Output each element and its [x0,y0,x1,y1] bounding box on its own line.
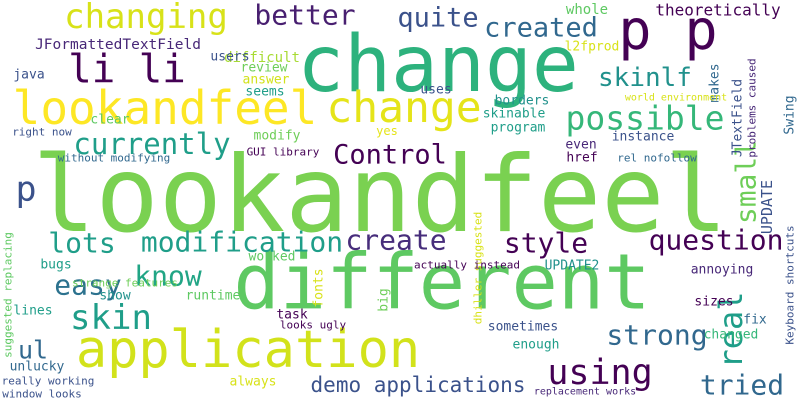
word: strong [606,319,707,352]
word: replacement works [534,387,636,398]
word: change [326,83,481,133]
word: java [13,68,44,83]
word: UPDATE [758,180,776,234]
word: instance [612,130,675,145]
word: enough [513,338,560,353]
word: runtime [186,289,241,304]
word: theoretically [655,1,781,20]
word: problems caused [746,58,759,157]
word: changed [704,328,759,343]
word: lines [13,304,52,319]
word: modification [141,226,343,259]
word: whole [566,2,608,18]
word: always [230,375,277,390]
word: rel nofollow [617,152,697,165]
word: show [99,289,130,304]
word: different [233,239,650,328]
word: currently [73,127,230,161]
word: right now [12,126,72,139]
word: changing [64,0,228,37]
word: l2fprod [565,40,620,55]
word: Swing [783,95,798,134]
word: sizes [694,295,733,310]
word: better [254,0,355,32]
word: Keyboard shortcuts [784,225,797,344]
word: href [566,151,597,166]
word: modify [254,129,301,144]
word: fix [743,313,767,328]
word: skinable [483,107,546,122]
word: Control [333,140,447,171]
word: users [210,50,249,65]
word: demo applications [311,373,526,397]
word: skinlf [598,63,692,93]
word: using [547,353,652,393]
word: style [504,227,588,260]
word: seems [245,85,284,100]
word: uses [420,83,451,98]
word: GUI library [247,146,320,159]
word: program [491,121,546,136]
word: JFormattedTextField [35,37,201,53]
word: borders [495,94,550,109]
word: dhiller suggested [472,212,485,325]
word: ul [18,336,48,365]
word: change [297,20,579,110]
word: clear [90,113,129,128]
word: small [730,140,763,224]
word: created [484,13,598,44]
word: yes [376,124,398,138]
word: without modifying [58,152,171,165]
word: lookandfeel [13,81,318,135]
word: looks ugly [280,319,347,332]
word: window looks [2,388,81,400]
word: annoying [691,263,754,278]
word: application [76,320,420,380]
word: world environment [625,93,727,104]
word: skin [70,298,152,338]
word: sometimes [488,320,558,335]
word: li li [68,48,185,93]
word: task [276,308,307,323]
word: big [377,288,392,311]
word: possible [566,99,725,138]
word: suggested replacing [2,232,15,358]
word: answer [243,73,290,88]
word: review [241,61,288,76]
word: know [134,260,202,293]
word: quite [397,3,478,34]
word: fonts [312,268,327,307]
word: actually instead [414,259,520,272]
word: question [649,224,784,257]
word: lookandfeel [32,134,727,256]
word: worked [249,250,296,265]
word: create [345,224,446,257]
word: really working [2,375,95,388]
word: even [565,138,596,153]
word: p p [618,0,717,62]
word: easy [54,269,121,302]
word: real [712,291,750,368]
word: unlucky [10,360,65,375]
word: difficult [224,50,300,66]
word: strange features [72,277,178,290]
word: makes [708,63,723,102]
word: bugs [40,258,71,273]
word: UPDATE2 [545,259,600,274]
word: p [15,170,36,210]
word: tried [700,369,784,400]
word: JTextField [731,79,746,157]
word: lots [48,227,115,260]
